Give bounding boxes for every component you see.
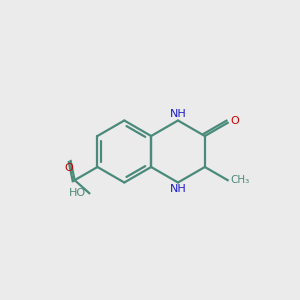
Text: O: O bbox=[230, 116, 239, 126]
Text: HO: HO bbox=[68, 188, 86, 198]
Text: O: O bbox=[65, 163, 74, 172]
Text: NH: NH bbox=[169, 109, 186, 119]
Text: NH: NH bbox=[169, 184, 186, 194]
Text: CH₃: CH₃ bbox=[230, 175, 249, 185]
